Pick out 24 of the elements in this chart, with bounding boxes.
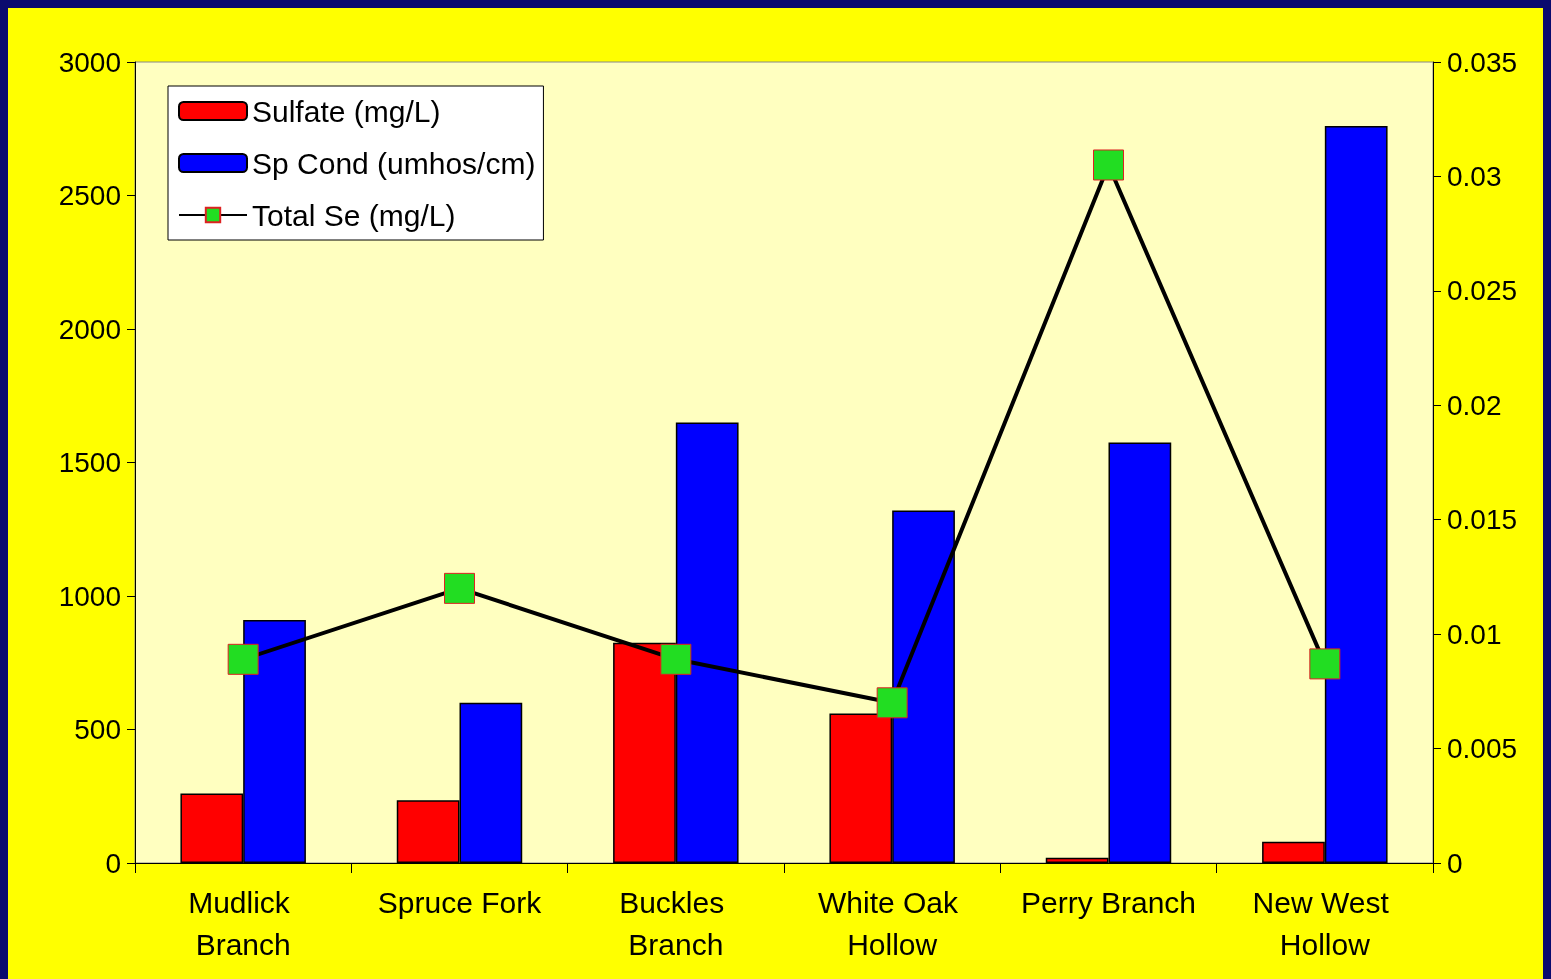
y2-tick-label: 0.015 (1447, 504, 1518, 536)
y-tick-label: 1000 (58, 580, 121, 612)
legend-label: Sp Cond (umhos/cm) (252, 146, 536, 180)
x-tick-label: New West Hollow (1252, 885, 1398, 961)
y2-tick-label: 0.025 (1447, 275, 1518, 307)
x-tick-label: White Oak Hollow (817, 885, 967, 961)
y2-tick-label: 0.01 (1447, 618, 1502, 650)
y2-tick-label: 0.02 (1447, 389, 1502, 421)
legend-label: Sulfate (mg/L) (252, 94, 441, 128)
x-tick-label: Buckles Branch (619, 885, 733, 961)
x-tick-label: Perry Branch (1020, 885, 1197, 919)
y-tick-label: 2500 (58, 180, 121, 211)
y-tick-label: 500 (74, 714, 121, 745)
x-tick-label: Spruce Fork (377, 885, 543, 919)
y2-tick-label: 0 (1447, 847, 1463, 879)
y2-tick-label: 0.035 (1447, 46, 1518, 78)
y2-tick-label: 0.005 (1447, 733, 1518, 765)
y-tick-label: 2000 (58, 313, 121, 345)
y-tick-label: 1500 (58, 447, 121, 478)
y-tick-label: 3000 (58, 46, 121, 78)
x-tick-label: Mudlick Branch (188, 885, 299, 961)
y-tick-label: 0 (105, 847, 121, 879)
legend-label: Total Se (mg/L) (252, 198, 456, 232)
y2-tick-label: 0.03 (1447, 160, 1502, 192)
